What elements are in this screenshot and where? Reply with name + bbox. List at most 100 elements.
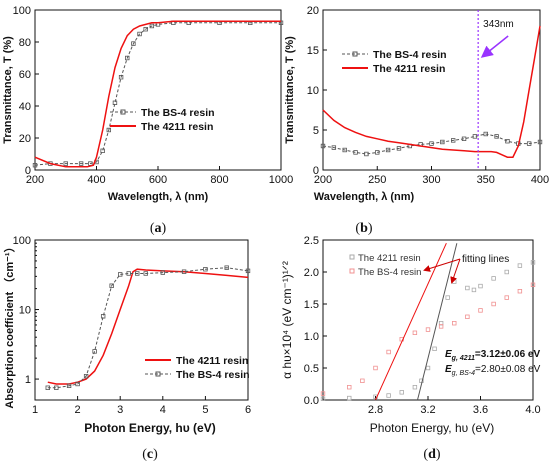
data-point [526,141,532,146]
legend-entry: The 4211 resin [141,121,213,133]
data-point [385,147,391,153]
series-line [322,25,541,158]
x-tick-label: 1000 [269,174,293,186]
data-point [472,134,478,139]
legend-entry: The BS-4 resin [358,267,421,278]
panel-a-letter: a [155,221,162,236]
data-point [491,276,496,281]
y-tick-label: 2.0 [304,267,319,279]
panel-b-xlabel: Wavelength, λ (nm) [314,191,415,203]
data-point [135,271,140,276]
data-point [364,151,369,157]
data-point [320,143,326,149]
legend-swatch-marker [120,109,126,115]
data-point [483,131,488,137]
data-point [504,269,509,275]
y-tick-label: 2.5 [304,235,319,247]
data-point [465,285,470,291]
data-point [106,127,111,133]
data-point [245,268,251,274]
annotation-label: 343nm [483,19,514,30]
y-tick-label: 1.5 [304,299,319,311]
data-point [100,314,106,319]
series-line [47,267,249,389]
fit-annotation-label: fitting lines [462,254,509,265]
data-point [452,320,457,326]
data-point [143,26,148,32]
data-point [375,150,380,155]
eg-4211-label: Eg, 4211=3.12±0.06 eV [445,349,540,362]
eg-bs4-label: Eg, BS-4=2.80±0.08 eV [445,364,541,377]
data-point [438,320,444,326]
data-point [445,295,450,300]
data-point [412,330,418,335]
legend-entry: The 4211 resin [176,355,248,367]
panel-c-plot: 1 2 3 4 5 6 1 10 100 The 4211 resin The BS-4 resin [13,235,251,416]
data-point [412,384,418,390]
data-point [438,324,444,329]
panel-d: 2.8 3.2 3.6 4.0 0.0 0.5 1.0 1.5 2.0 2.5 The 4211 r… [280,235,541,462]
panel-d-letter: d [428,447,436,462]
data-point [118,272,123,277]
data-point [471,287,477,293]
x-tick-label: 200 [26,174,44,186]
data-point [386,349,391,355]
legend-entry: The 4211 resin [373,63,445,75]
data-point [373,365,378,371]
legend-swatch [349,268,355,274]
panel-a-ylabel: Transmittance, T (%) [2,36,14,144]
data-point [78,161,84,166]
x-tick-label: 3 [117,404,123,416]
data-point [478,308,483,313]
x-tick-label: 350 [477,174,495,186]
legend-entry: The BS-4 resin [176,369,250,381]
data-point [63,161,68,166]
x-tick-label: 800 [210,174,228,186]
x-tick-label: 400 [531,174,549,186]
data-point [537,139,543,145]
panel-c-xlabel: Photon Energy, hυ (eV) [84,421,215,435]
x-tick-label: 300 [422,174,440,186]
plot-frame [322,9,541,171]
data-point [342,147,347,153]
annotation-arrow [480,35,509,58]
y-tick-label: 10 [19,305,31,317]
data-point [347,384,352,390]
x-tick-label: 250 [368,174,386,186]
x-tick-label: 3.2 [420,404,435,416]
y-tick-label: 0 [313,165,319,177]
data-point [504,295,509,300]
data-point [131,41,136,46]
data-point [461,136,467,141]
data-point [109,283,114,288]
data-point [54,385,59,390]
data-point [320,391,326,396]
data-point [143,271,148,276]
x-tick-label: 3.6 [473,404,488,416]
legend-swatch-marker [352,51,358,57]
fit-arrow [450,258,461,284]
data-point [530,282,536,287]
y-tick-label: 20 [19,133,31,145]
y-tick-label: 100 [13,235,31,247]
data-point [425,365,431,371]
x-tick-label: 6 [245,404,251,416]
panel-d-xlabel: Photon Energy, hυ (eV) [370,421,494,435]
panel-d-plot: 2.8 3.2 3.6 4.0 0.0 0.5 1.0 1.5 2.0 2.5 The 4211 r… [304,235,541,416]
data-point [149,23,155,29]
x-tick-label: 5 [202,404,208,416]
plot-frame [34,9,282,171]
data-point [160,270,165,275]
y-tick-label: 80 [19,37,31,49]
legend-swatch [349,254,355,260]
y-tick-label: 15 [307,45,319,57]
panel-a-xlabel: Wavelength, λ (nm) [108,191,209,203]
data-point [100,148,105,153]
legend-entry: The BS-4 resin [141,107,215,119]
data-point [353,150,358,155]
x-tick-label: 2.8 [368,404,383,416]
fit-line [417,243,458,401]
panel-b: 200 250 300 350 400 0 5 10 15 20 The BS-4 resin The… [284,5,549,236]
y-tick-label: 0.5 [304,363,319,375]
